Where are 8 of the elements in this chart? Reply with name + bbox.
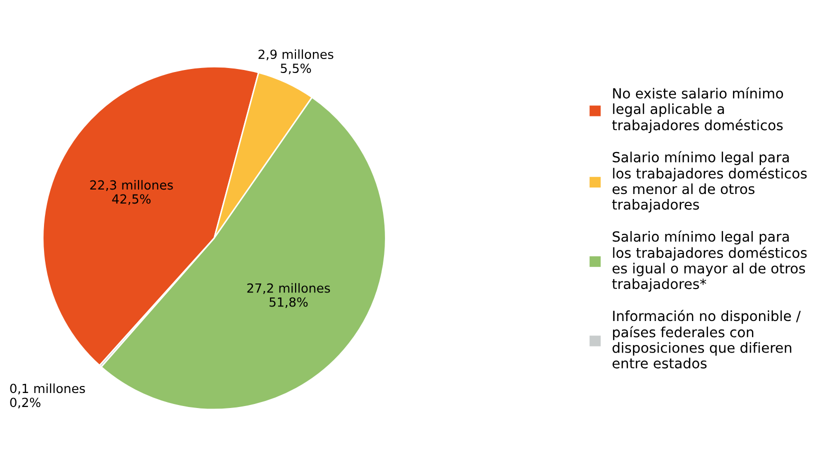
legend-label: No existe salario mínimo legal aplicable a trabajadores domésticos (612, 87, 784, 134)
data-label: 27,2 millones 51,8% (247, 283, 330, 308)
legend-label: Salario mínimo legal para los trabajadores domésticos es menor al de otros trabajadores (612, 151, 807, 212)
data-label: 0,1 millones 0,2% (10, 383, 85, 408)
data-label: 2,9 millones 5,5% (258, 49, 334, 74)
legend-label: Información no disponible / países federales con disposiciones que difieren entre estados (612, 310, 801, 368)
legend-label: Salario mínimo legal para los trabajadores domésticos es igual o mayor al de otros trabajadores* (612, 230, 807, 292)
data-label: 22,3 millones 42,5% (90, 180, 173, 205)
